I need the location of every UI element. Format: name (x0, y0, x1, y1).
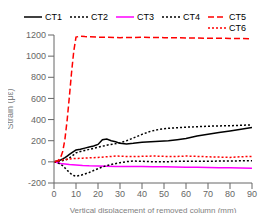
svg-text:30: 30 (115, 189, 125, 199)
svg-text:-200: -200 (28, 178, 46, 188)
svg-text:20: 20 (93, 189, 103, 199)
svg-text:60: 60 (181, 189, 191, 199)
html-text:CT2: CT2 (90, 12, 108, 22)
html-text:CT1: CT1 (44, 12, 62, 22)
svg-text:1000: 1000 (26, 51, 46, 61)
svg-text:40: 40 (137, 189, 147, 199)
html-text:CT5: CT5 (229, 12, 246, 22)
svg-text:Strain (με): Strain (με) (8, 88, 15, 129)
svg-text:50: 50 (159, 189, 169, 199)
svg-text:0: 0 (41, 157, 46, 167)
svg-text:0: 0 (51, 189, 56, 199)
svg-text:10: 10 (71, 189, 81, 199)
svg-text:Vertical displacement of remov: Vertical displacement of removed column … (70, 206, 237, 213)
html-text:CT4: CT4 (183, 12, 200, 22)
svg-text:400: 400 (31, 115, 46, 125)
svg-text:80: 80 (225, 189, 235, 199)
svg-text:800: 800 (31, 72, 46, 82)
html-text:CT3: CT3 (137, 12, 154, 22)
html-text:CT6: CT6 (229, 23, 246, 33)
svg-text:1200: 1200 (26, 30, 46, 40)
svg-text:70: 70 (203, 189, 213, 199)
svg-text:600: 600 (31, 94, 46, 104)
svg-text:90: 90 (247, 189, 257, 199)
svg-text:200: 200 (31, 136, 46, 146)
